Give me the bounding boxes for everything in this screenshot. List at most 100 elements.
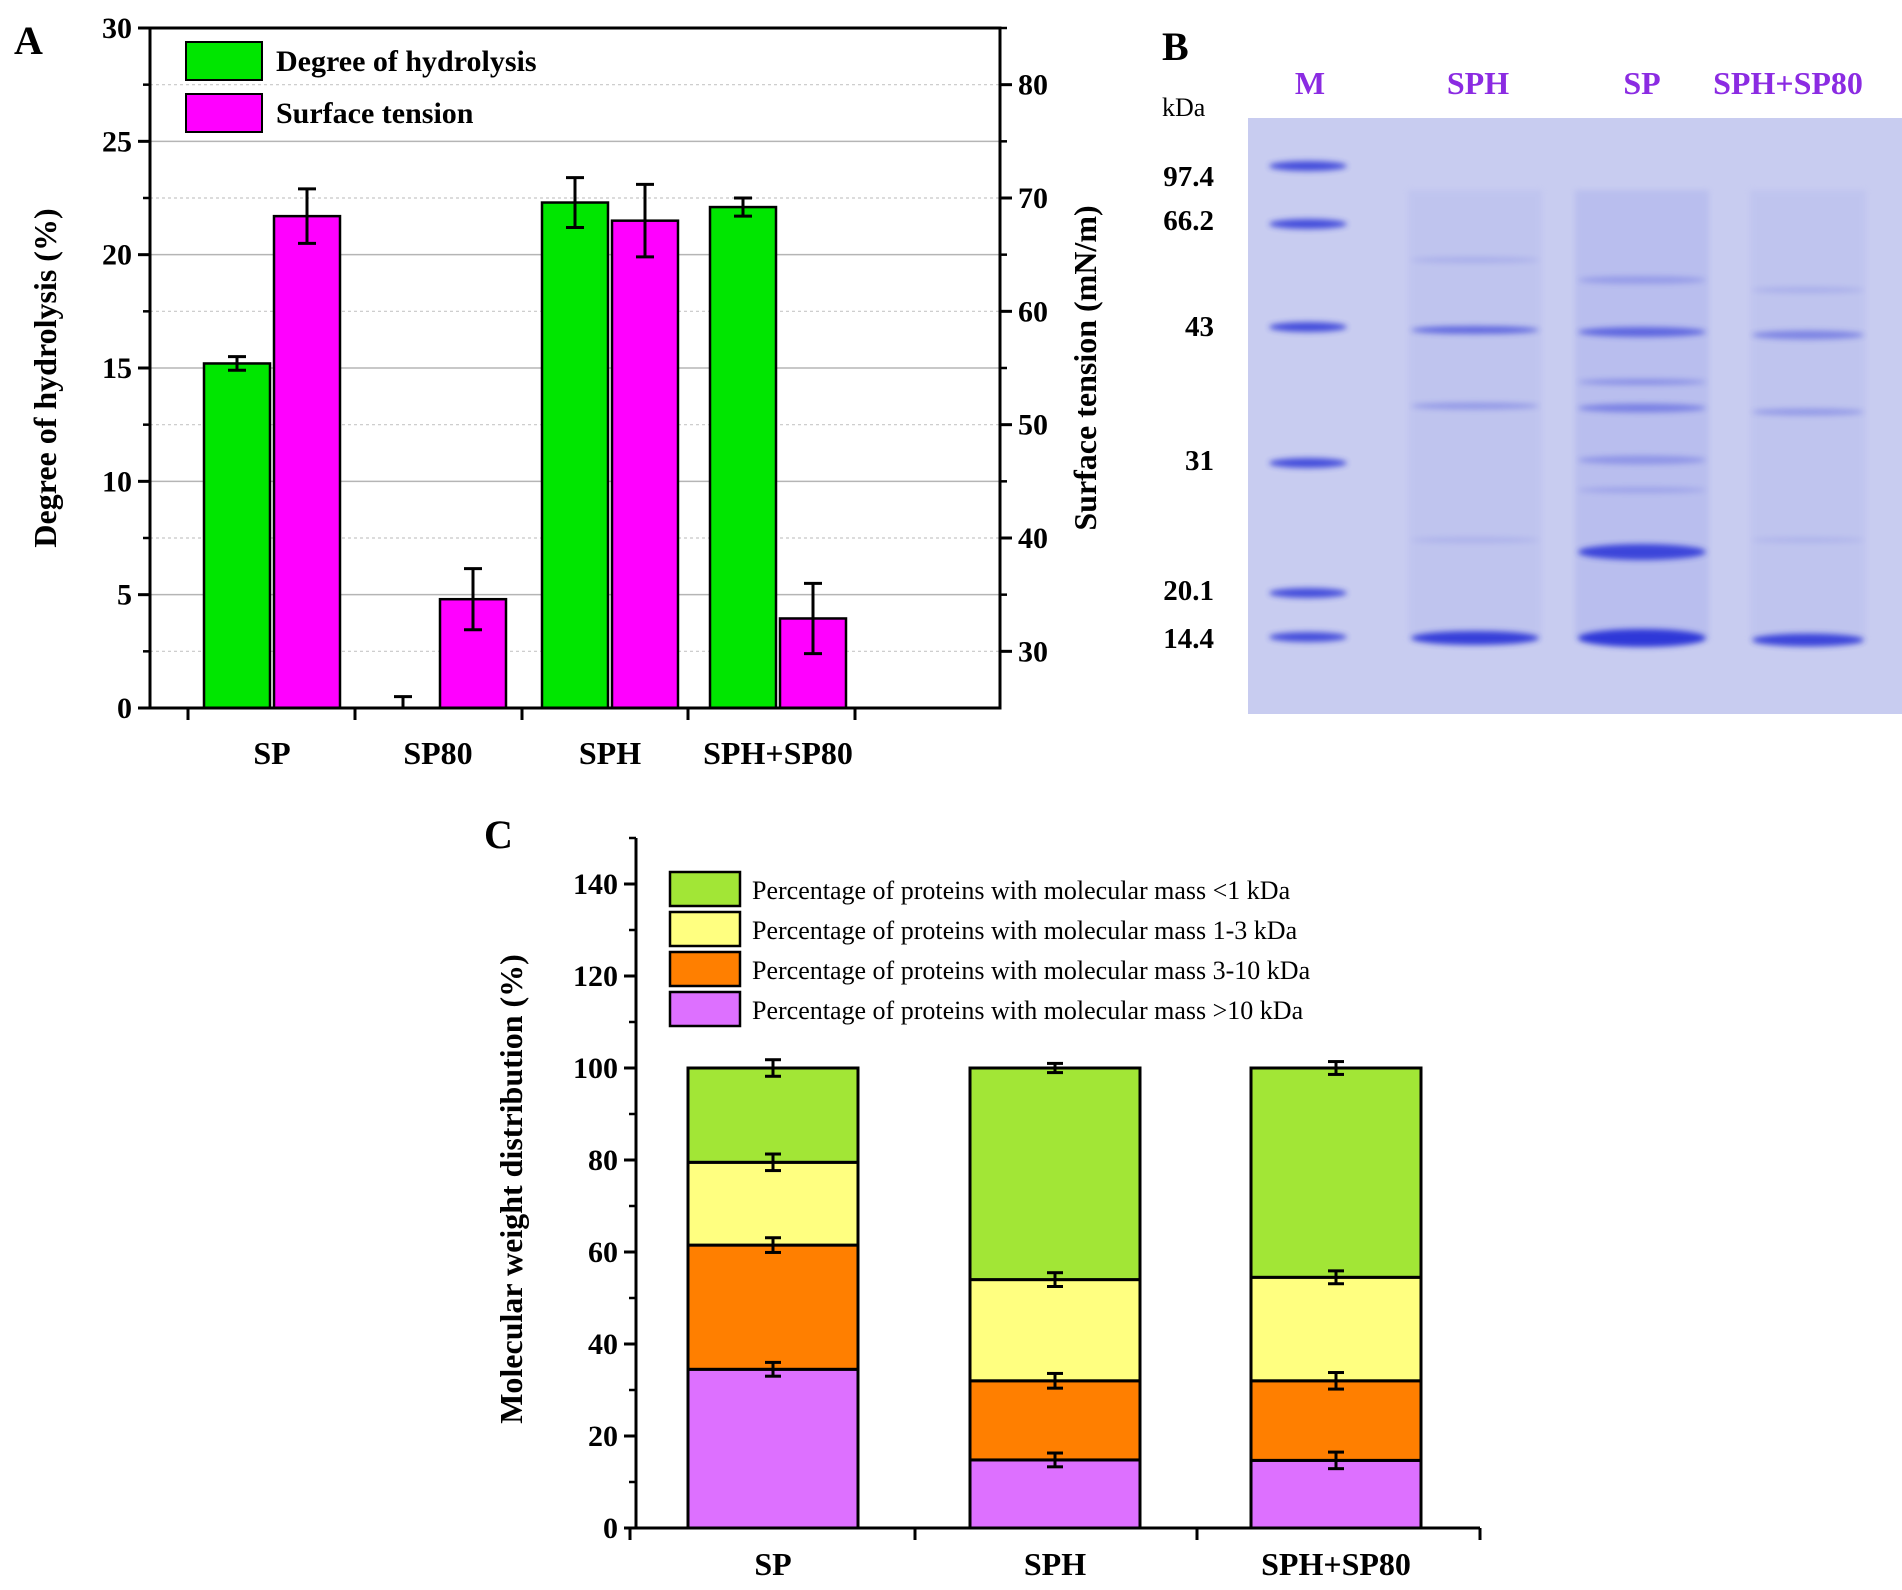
c-legend-label-percentage-of-proteins-with-molecular-mass-3-10-kda: Percentage of proteins with molecular ma… <box>752 956 1311 985</box>
panel-c-bars <box>686 1058 1423 1530</box>
left-tick-label-10: 10 <box>102 465 132 498</box>
c-legend-swatch-percentage-of-proteins-with-molecular-mass-1-3-kda <box>668 910 742 948</box>
sph-sp80-band-2 <box>1752 633 1864 647</box>
sp-band-2 <box>1578 379 1706 385</box>
stack-percentage-of-proteins-with-molecular-mass-1-kda-sph <box>968 1066 1142 1282</box>
lane-label-m: M <box>1295 65 1325 101</box>
c-y-tick-label-40: 40 <box>588 1328 618 1361</box>
panel-a-right-axis-title: Surface tension (mN/m) <box>1067 205 1103 530</box>
c-y-tick-label-140: 140 <box>573 868 618 901</box>
marker-label-14-4: 14.4 <box>1163 623 1214 655</box>
c-x-label-sph-sp80: SPH+SP80 <box>1261 1546 1411 1582</box>
left-tick-label-15: 15 <box>102 352 132 385</box>
sp-band-3 <box>1578 455 1706 465</box>
sp-band-0 <box>1578 327 1706 337</box>
c-y-tick-label-0: 0 <box>603 1512 618 1545</box>
lane-label-sph-sp80: SPH+SP80 <box>1713 65 1863 101</box>
gel-marker-labels: 97.4 66.2 43 31 20.1 14.4 <box>1163 161 1214 655</box>
x-label-sp80: SP80 <box>403 735 472 771</box>
stack-percentage-of-proteins-with-molecular-mass-3-10-kda-sp <box>686 1243 860 1371</box>
panel-a-bars <box>202 176 848 710</box>
right-tick-label-60: 60 <box>1018 295 1048 328</box>
stack-percentage-of-proteins-with-molecular-mass-1-3-kda-sph <box>968 1278 1142 1383</box>
sph-band-0 <box>1411 326 1539 334</box>
marker-label-66-2: 66.2 <box>1163 205 1214 237</box>
lane-shading-sp <box>1575 190 1709 640</box>
marker-label-43: 43 <box>1185 311 1214 343</box>
marker-band-4 <box>1269 588 1347 598</box>
panel-c-legend: Percentage of proteins with molecular ma… <box>668 870 1311 1028</box>
panel-a-letter: A <box>14 18 43 63</box>
legend-label-surface-tension: Surface tension <box>276 97 474 130</box>
c-legend-label-percentage-of-proteins-with-molecular-mass-1-3-kda: Percentage of proteins with molecular ma… <box>752 916 1298 945</box>
sph-sp80-band-3 <box>1752 537 1864 543</box>
lane-label-sph: SPH <box>1447 65 1509 101</box>
sp-band-5 <box>1578 629 1706 647</box>
sph-band-4 <box>1411 257 1539 263</box>
panel-c-letter: C <box>484 812 513 857</box>
bar-degree-of-hydrolysis-sp <box>202 362 272 710</box>
x-label-sph: SPH <box>579 735 641 771</box>
stack-percentage-of-proteins-with-molecular-mass-1-3-kda-sph-sp80 <box>1249 1275 1423 1383</box>
stack-percentage-of-proteins-with-molecular-mass-1-kda-sph-sp80 <box>1249 1066 1423 1279</box>
c-legend-swatch-percentage-of-proteins-with-molecular-mass-10-kda <box>668 990 742 1028</box>
c-x-label-sph: SPH <box>1024 1546 1086 1582</box>
marker-label-97-4: 97.4 <box>1163 161 1214 193</box>
legend-swatch-surface-tension <box>185 93 263 133</box>
c-y-tick-label-120: 120 <box>573 960 618 993</box>
panel-a: A 0 5 10 15 20 25 30 30 40 50 60 70 80 SP SP80 SPH SPH+S… <box>14 12 1103 771</box>
stack-percentage-of-proteins-with-molecular-mass-3-10-kda-sph <box>968 1379 1142 1462</box>
lane-shading-sph <box>1408 190 1542 640</box>
stack-percentage-of-proteins-with-molecular-mass-1-kda-sp <box>686 1066 860 1164</box>
panel-c-axes: 0 20 40 60 80 100 120 140 SP SPH SPH+SP80 <box>573 836 1482 1582</box>
sp-band-6 <box>1578 276 1706 284</box>
gel-bands <box>1269 161 1864 647</box>
sp-band-4 <box>1578 544 1706 560</box>
sph-band-1 <box>1411 402 1539 410</box>
panel-a-left-axis-title: Degree of hydrolysis (%) <box>27 208 63 547</box>
panel-a-axes: 0 5 10 15 20 25 30 30 40 50 60 70 80 SP SP80 SPH SPH+SP8… <box>102 12 1048 771</box>
stack-percentage-of-proteins-with-molecular-mass-10-kda-sp <box>686 1367 860 1530</box>
sph-sp80-band-0 <box>1752 330 1864 340</box>
sp-band-7 <box>1578 487 1706 493</box>
marker-band-0 <box>1269 161 1347 171</box>
panel-b-kda-unit: kDa <box>1162 93 1206 122</box>
legend-swatch-degree-of-hydrolysis <box>185 41 263 81</box>
sph-sp80-band-4 <box>1752 287 1864 293</box>
x-label-sph-sp80: SPH+SP80 <box>703 735 853 771</box>
sp-band-1 <box>1578 403 1706 413</box>
x-label-sp: SP <box>253 735 290 771</box>
bar-degree-of-hydrolysis-sph-sp80 <box>708 205 778 710</box>
right-tick-label-40: 40 <box>1018 522 1048 555</box>
bar-degree-of-hydrolysis-sph <box>540 201 610 710</box>
right-tick-label-70: 70 <box>1018 182 1048 215</box>
panel-b: B kDa M SPH SP SPH+SP80 97.4 66.2 43 31 20.1 14.… <box>1162 24 1902 714</box>
c-y-tick-label-80: 80 <box>588 1144 618 1177</box>
panel-c: C 0 20 40 60 80 100 120 140 SP SPH SPH+SP80 Molecu… <box>484 812 1482 1582</box>
stack-percentage-of-proteins-with-molecular-mass-10-kda-sph <box>968 1458 1142 1530</box>
left-tick-label-0: 0 <box>117 692 132 725</box>
right-tick-label-80: 80 <box>1018 69 1048 102</box>
bar-surface-tension-sph <box>610 219 680 710</box>
c-legend-label-percentage-of-proteins-with-molecular-mass-10-kda: Percentage of proteins with molecular ma… <box>752 996 1304 1025</box>
sph-band-3 <box>1411 537 1539 543</box>
c-y-tick-label-20: 20 <box>588 1420 618 1453</box>
panel-c-y-axis-title: Molecular weight distribution (%) <box>493 954 529 1424</box>
c-legend-swatch-percentage-of-proteins-with-molecular-mass-3-10-kda <box>668 950 742 988</box>
panel-a-gridlines <box>150 84 1000 652</box>
lane-label-sp: SP <box>1623 65 1660 101</box>
gel-lane-labels: M SPH SP SPH+SP80 <box>1295 65 1863 101</box>
c-y-tick-label-100: 100 <box>573 1052 618 1085</box>
c-y-tick-label-60: 60 <box>588 1236 618 1269</box>
stack-percentage-of-proteins-with-molecular-mass-3-10-kda-sph-sp80 <box>1249 1379 1423 1462</box>
stack-percentage-of-proteins-with-molecular-mass-10-kda-sph-sp80 <box>1249 1458 1423 1530</box>
gel-lane-shading <box>1408 190 1866 640</box>
left-tick-label-25: 25 <box>102 125 132 158</box>
right-tick-label-30: 30 <box>1018 635 1048 668</box>
panel-b-letter: B <box>1162 24 1189 69</box>
legend-label-degree-of-hydrolysis: Degree of hydrolysis <box>276 45 537 78</box>
left-tick-label-20: 20 <box>102 239 132 272</box>
marker-band-3 <box>1269 458 1347 468</box>
left-tick-label-5: 5 <box>117 579 132 612</box>
